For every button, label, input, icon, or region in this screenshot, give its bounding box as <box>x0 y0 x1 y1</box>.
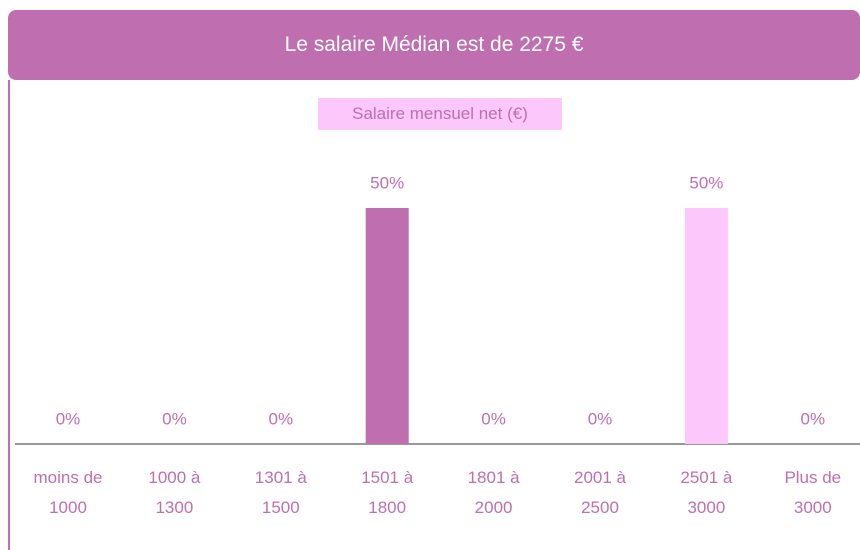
value-label: 0% <box>481 409 506 428</box>
x-tick-label: 1501 à 1800 <box>361 468 414 517</box>
x-tick-label: 1000 à 1300 <box>148 468 201 517</box>
value-label: 0% <box>162 409 187 428</box>
value-label: 50% <box>370 173 404 192</box>
value-label: 50% <box>689 173 723 192</box>
x-tick-label: 2001 à 2500 <box>574 468 626 517</box>
bar <box>684 208 728 444</box>
bar <box>365 208 409 444</box>
value-label: 0% <box>588 409 613 428</box>
x-tick-label: 1301 à 1500 <box>254 468 307 517</box>
value-label: 0% <box>269 409 294 428</box>
side-border <box>8 80 10 550</box>
header: Le salaire Médian est de 2275 € <box>8 10 860 80</box>
value-label: 0% <box>801 409 826 428</box>
x-tick-label: 1801 à 2000 <box>467 468 520 517</box>
x-tick-label: moins de 1000 <box>33 468 103 517</box>
value-label: 0% <box>56 409 81 428</box>
chart-title: Salaire mensuel net (€) <box>318 98 562 130</box>
x-tick-label: Plus de 3000 <box>784 468 842 517</box>
x-tick-label: 2501 à 3000 <box>680 468 733 517</box>
